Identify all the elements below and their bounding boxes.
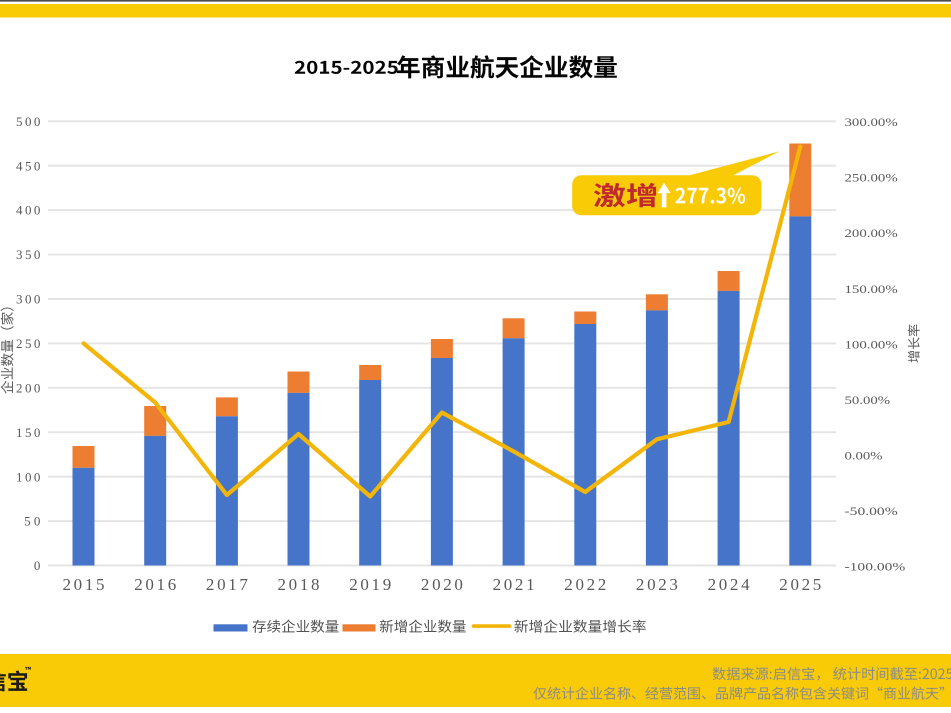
svg-text:250: 250 — [16, 336, 40, 351]
svg-text:350: 350 — [16, 247, 40, 262]
svg-text:500: 500 — [16, 114, 40, 129]
svg-text:2023: 2023 — [636, 575, 678, 594]
svg-text:2019: 2019 — [349, 575, 391, 594]
svg-text:2025: 2025 — [779, 575, 821, 594]
svg-text:2022: 2022 — [564, 575, 606, 594]
svg-text:2018: 2018 — [278, 575, 320, 594]
svg-text:0.00%: 0.00% — [845, 450, 884, 462]
svg-text:2015: 2015 — [63, 575, 105, 594]
svg-text:200: 200 — [16, 380, 40, 395]
svg-text:2021: 2021 — [493, 575, 535, 594]
svg-text:400: 400 — [16, 203, 40, 218]
svg-text:2016: 2016 — [134, 575, 176, 594]
svg-text:300: 300 — [16, 292, 40, 307]
svg-text:200.00%: 200.00% — [845, 228, 899, 240]
svg-text:150: 150 — [16, 425, 40, 440]
svg-text:300.00%: 300.00% — [845, 117, 899, 129]
svg-text:-50.00%: -50.00% — [845, 506, 899, 518]
svg-text:2017: 2017 — [206, 575, 249, 594]
svg-text:450: 450 — [16, 158, 40, 173]
svg-text:-100.00%: -100.00% — [845, 561, 906, 573]
svg-text:100.00%: 100.00% — [845, 339, 899, 351]
svg-text:50.00%: 50.00% — [845, 395, 891, 407]
svg-text:0: 0 — [34, 558, 41, 573]
svg-text:2020: 2020 — [421, 575, 463, 594]
svg-text:100: 100 — [16, 469, 40, 484]
svg-text:250.00%: 250.00% — [845, 173, 899, 185]
svg-text:150.00%: 150.00% — [845, 284, 899, 296]
svg-text:2024: 2024 — [708, 575, 751, 594]
svg-text:50: 50 — [24, 514, 40, 529]
